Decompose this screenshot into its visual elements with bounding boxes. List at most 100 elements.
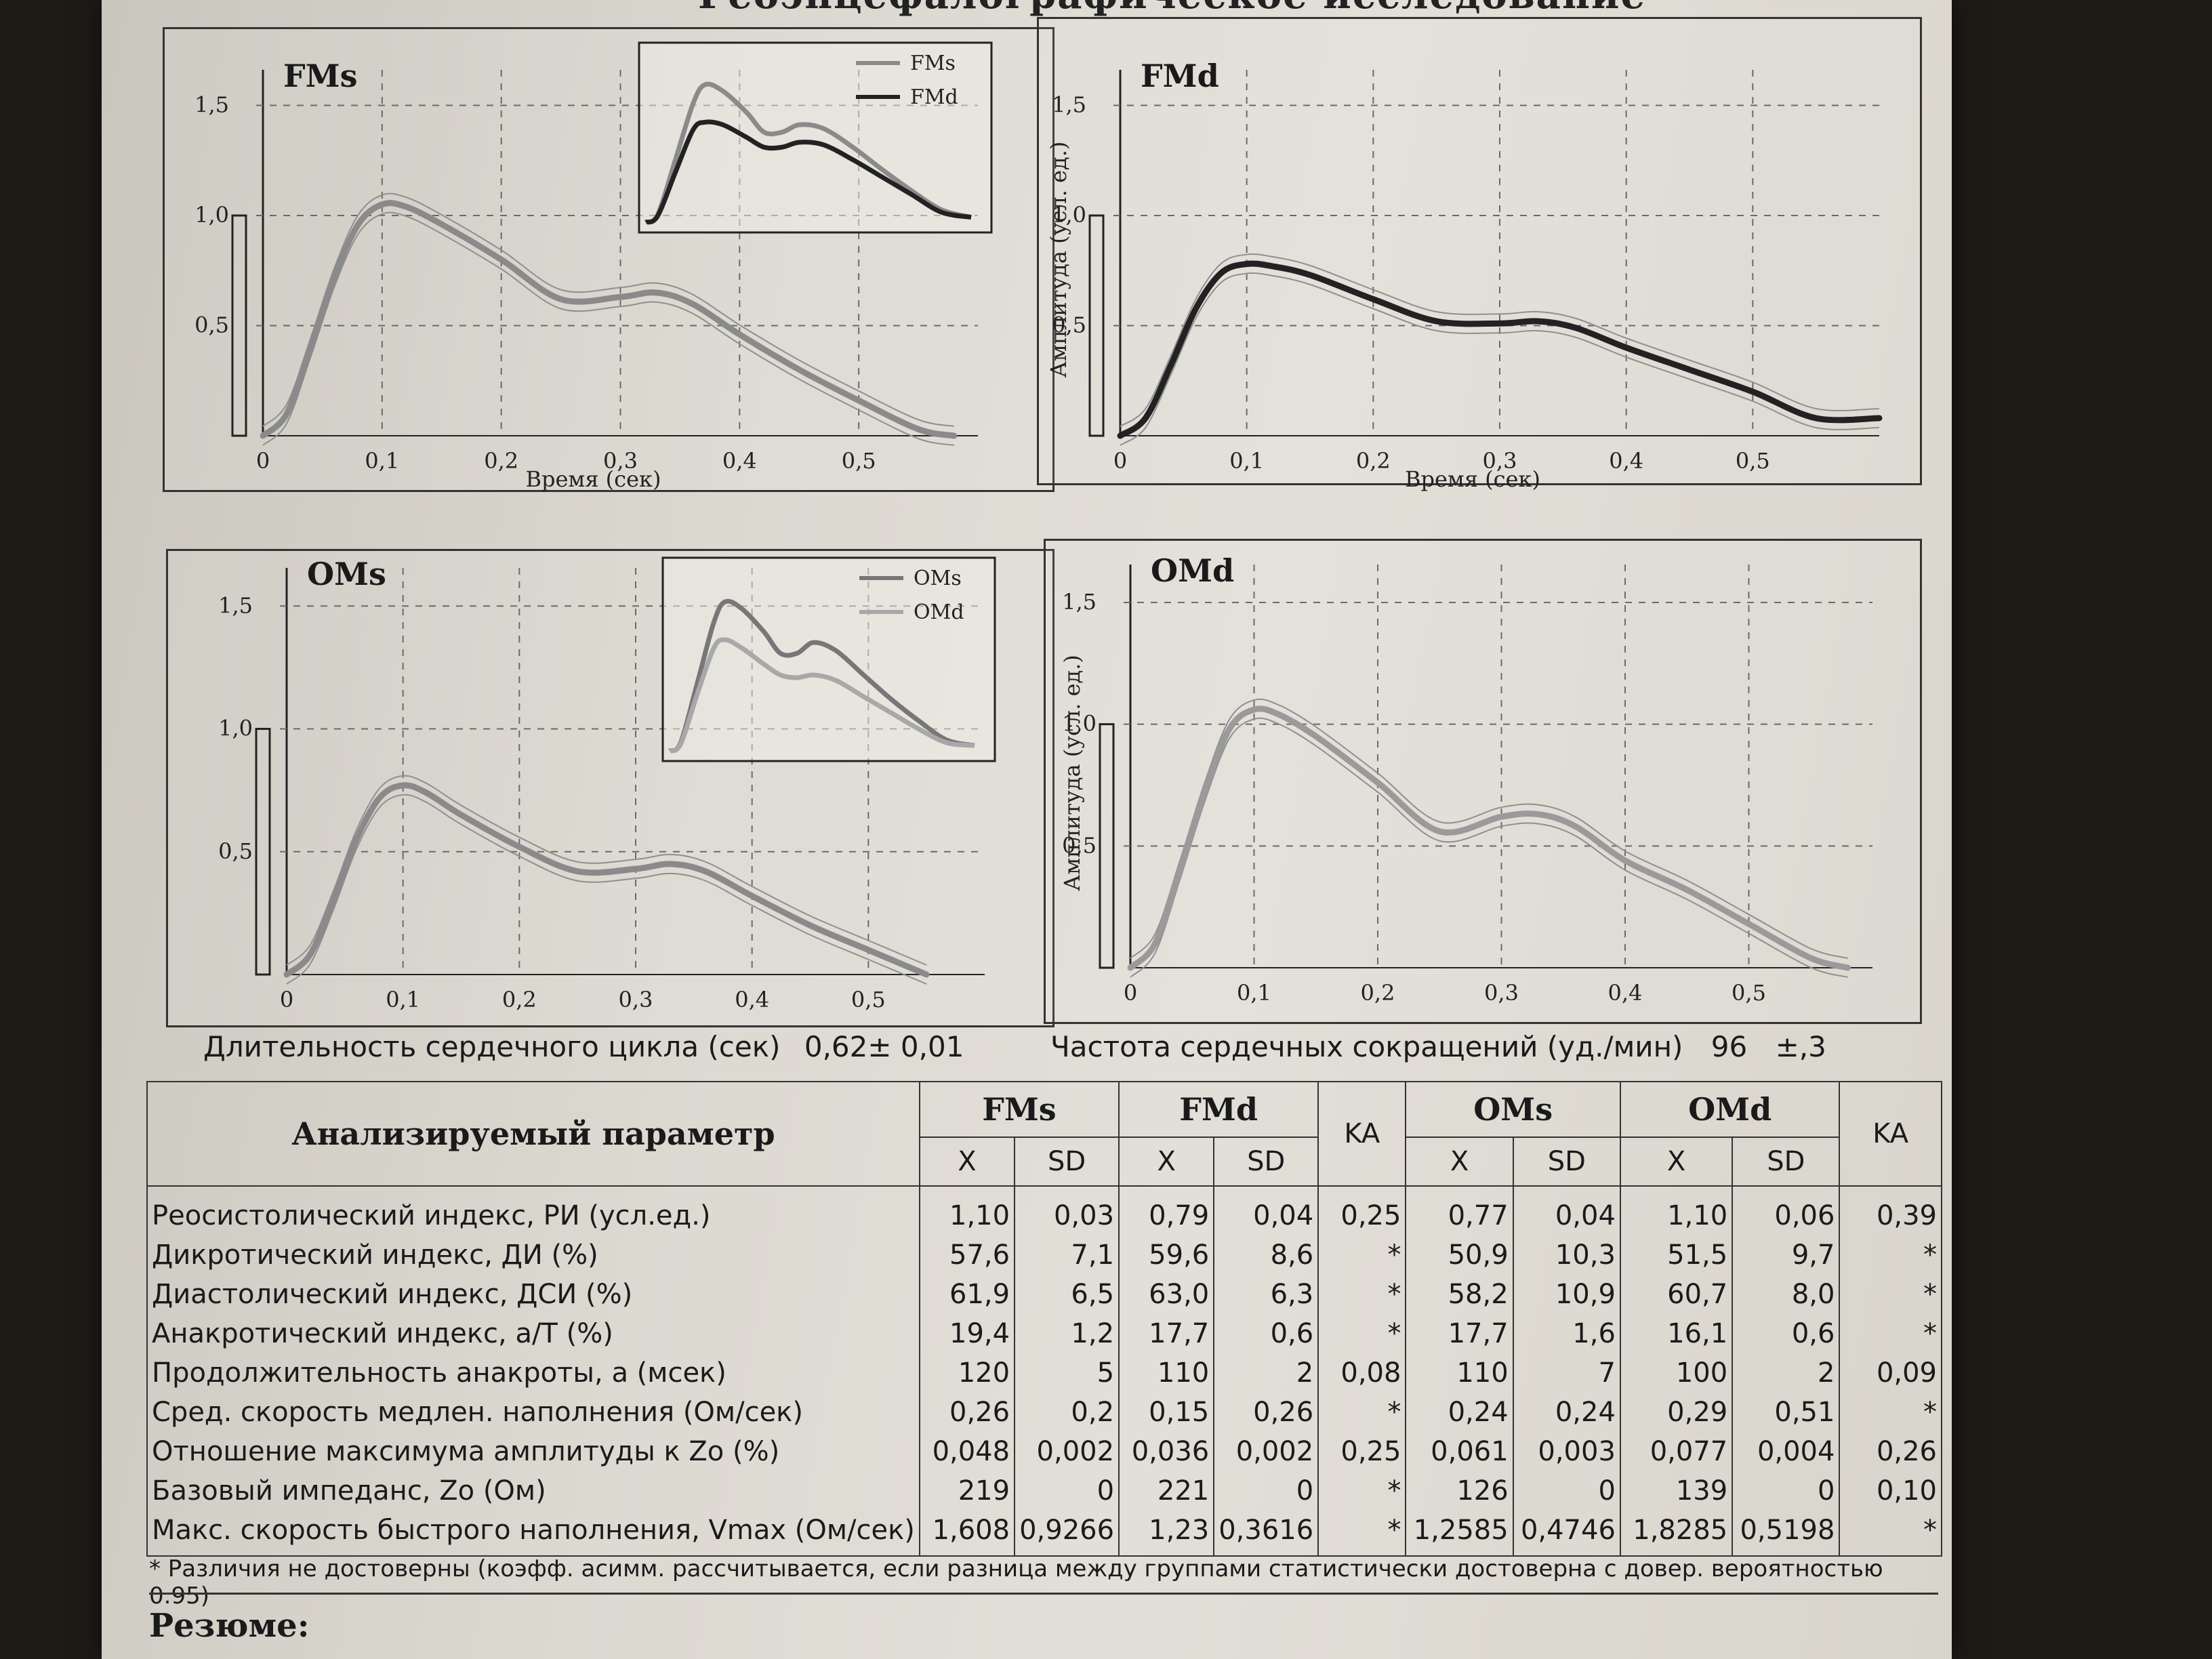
y-tick-label: 1,5	[1062, 589, 1097, 615]
x-tick-label: 0,4	[722, 448, 757, 474]
y-tick-label: 1,0	[1052, 202, 1086, 228]
table-cell: 7	[1512, 1353, 1621, 1393]
x-tick-label: 0,2	[1356, 448, 1391, 474]
x-tick-label: 0,2	[502, 987, 537, 1012]
x-tick-label: 0,3	[619, 987, 653, 1012]
inset-frame	[638, 41, 993, 234]
y-tick-label: 0,5	[1062, 832, 1097, 858]
x-axis-title: Время (сек)	[525, 466, 661, 492]
table-cell: 0,25	[1317, 1432, 1407, 1471]
sub-header-sd: SD	[1213, 1136, 1319, 1187]
table-cell: 0	[1512, 1471, 1621, 1511]
series-upper-band	[1120, 253, 1880, 427]
group-header-omd: OMd	[1619, 1081, 1841, 1138]
table-cell: 1,6	[1512, 1314, 1621, 1353]
table-cell: 1,2	[1014, 1314, 1120, 1353]
chart-fmd-svg: 0 0,1 0,2 0,3 0,4 0,5 0,5 1,0 1,5 FMd Амплитуда (у…	[1046, 58, 1883, 492]
table-row: Базовый импеданс, Zo (Ом) 219 0 221 0 * 126 0 13…	[146, 1471, 1942, 1511]
table-cell: 8,6	[1213, 1235, 1319, 1275]
table-cell: *	[1317, 1314, 1407, 1353]
x-tick-label: 0,4	[735, 987, 769, 1012]
table-cell: 0,03	[1014, 1186, 1120, 1235]
x-tick-label: 0,5	[1736, 448, 1770, 474]
table-cell: *	[1839, 1393, 1942, 1432]
table-cell: 0,4746	[1512, 1511, 1621, 1557]
table-cell: 8,0	[1732, 1275, 1841, 1314]
table-cell: 0,39	[1839, 1186, 1942, 1235]
chart-title: OMd	[1151, 552, 1234, 589]
report-sheet: Реоэнцефалографическое исследование 00,1…	[102, 0, 1952, 1659]
group-header-fms: FMs	[918, 1081, 1120, 1138]
param-name: Базовый импеданс, Zo (Ом)	[146, 1471, 920, 1511]
table-cell: 6,3	[1213, 1275, 1319, 1314]
chart-fmd: 0 0,1 0,2 0,3 0,4 0,5 0,5 1,0 1,5 FMd Амплитуда (у…	[1037, 17, 1922, 492]
table-cell: 0,08	[1317, 1353, 1407, 1393]
x-tick-label: 0,3	[603, 448, 638, 474]
table-body: Реосистолический индекс, РИ (усл.ед.) 1,1…	[146, 1186, 1942, 1557]
chart-fms: 0 0,1 0,2 0,3 0,4 0,5 0,5 1,0 1,5 FMs Время (сек) F…	[163, 27, 1054, 492]
table-cell: 126	[1405, 1471, 1514, 1511]
table-cell: 0,09	[1839, 1353, 1942, 1393]
table-cell: 50,9	[1405, 1235, 1514, 1275]
param-header: Анализируемый параметр	[146, 1081, 920, 1187]
x-tick-label: 0,5	[851, 987, 886, 1012]
x-tick-label: 0,3	[1484, 980, 1519, 1006]
table-cell: 0,6	[1213, 1314, 1319, 1353]
series-lower-band	[1120, 272, 1880, 446]
summary-line: Длительность сердечного цикла (сек) 0,62…	[102, 1030, 1952, 1078]
table-row: Отношение максимума амплитуды к Zo (%) 0,…	[146, 1432, 1942, 1471]
y-axis-title: Амплитуда (усл. ед.)	[1059, 655, 1085, 891]
table-cell: *	[1317, 1393, 1407, 1432]
table-cell: 58,2	[1405, 1275, 1514, 1314]
table-cell: 0,51	[1732, 1393, 1841, 1432]
table-cell: 0,5198	[1732, 1511, 1841, 1557]
table-cell: 0,15	[1118, 1393, 1215, 1432]
param-name: Продолжительность анакроты, a (мсек)	[146, 1353, 920, 1393]
sub-header-sd: SD	[1512, 1136, 1621, 1187]
x-tick-label: 0	[1113, 448, 1127, 474]
table-cell: 0,24	[1512, 1393, 1621, 1432]
table-cell: 0,9266	[1014, 1511, 1120, 1557]
inset-frame	[661, 556, 996, 762]
table-cell: 0	[1732, 1471, 1841, 1511]
table-cell: *	[1317, 1235, 1407, 1275]
series-line	[283, 782, 930, 978]
table-row: Дикротический индекс, ДИ (%) 57,6 7,1 59,6 8…	[146, 1235, 1942, 1275]
param-name: Дикротический индекс, ДИ (%)	[146, 1235, 920, 1275]
table-cell: 0,036	[1118, 1432, 1215, 1471]
series-upper-band	[262, 192, 955, 427]
table-cell: 0,002	[1014, 1432, 1120, 1471]
table-cell: 1,608	[918, 1511, 1016, 1557]
table-cell: 1,10	[1619, 1186, 1734, 1235]
legend-label: FMd	[910, 85, 958, 109]
y-tick-label: 1,0	[1062, 711, 1097, 737]
table-cell: 1,8285	[1619, 1511, 1734, 1557]
table-cell: 2	[1732, 1353, 1841, 1393]
table-row: Макс. скорость быстрого наполнения, Vmax…	[146, 1511, 1942, 1557]
parameter-table: Анализируемый параметр FMs FMd KA OMs OM…	[146, 1081, 1942, 1557]
table-cell: 5	[1014, 1353, 1120, 1393]
resume-section: Резюме:	[149, 1593, 1938, 1659]
param-name: Анакротический индекс, a/T (%)	[146, 1314, 920, 1353]
table-cell: 2	[1213, 1353, 1319, 1393]
ka-header-2: KA	[1839, 1081, 1942, 1187]
table-row: Анакротический индекс, a/T (%) 19,4 1,2 17,…	[146, 1314, 1942, 1353]
table-cell: 0,002	[1213, 1432, 1319, 1471]
y-tick-label: 1,0	[218, 716, 253, 741]
table-cell: 63,0	[1118, 1275, 1215, 1314]
series-line	[260, 200, 958, 439]
table-cell: 51,5	[1619, 1235, 1734, 1275]
x-tick-label: 0,2	[1361, 980, 1395, 1006]
table-row: Продолжительность анакроты, a (мсек) 120 5…	[146, 1353, 1942, 1393]
chart-omd: 0 0,1 0,2 0,3 0,4 0,5 0,5 1,0 1,5 OMd Амплитуда (у…	[1044, 539, 1922, 1024]
table-cell: 110	[1118, 1353, 1215, 1393]
amplitude-scale-bar	[1099, 723, 1115, 969]
ka-header-1: KA	[1317, 1081, 1407, 1187]
inset-series-line	[668, 598, 975, 754]
table-cell: 16,1	[1619, 1314, 1734, 1353]
chart-fms-svg: 0 0,1 0,2 0,3 0,4 0,5 0,5 1,0 1,5 FMs Время (сек) F…	[194, 41, 993, 492]
inset-series-line	[668, 637, 975, 754]
sub-header-x: X	[1619, 1136, 1734, 1187]
chart-omd-svg: 0 0,1 0,2 0,3 0,4 0,5 0,5 1,0 1,5 OMd Амплитуда (у…	[1059, 552, 1872, 1006]
table-cell: 219	[918, 1471, 1016, 1511]
